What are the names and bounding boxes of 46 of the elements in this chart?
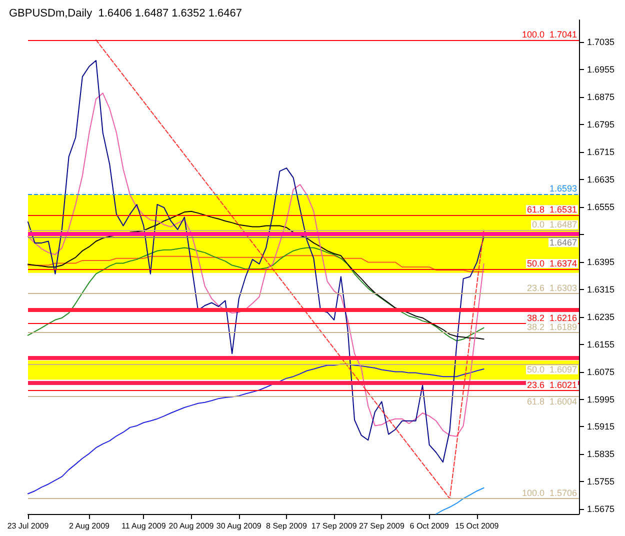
ref-line-label: 38.2 1.6189 [526,322,577,332]
ref-line-label: 23.6 1.6021 [526,380,577,390]
y-tick-label: 1.6875 [587,92,615,102]
x-tick-label: 2 Aug 2009 [68,522,110,530]
line-series [436,487,484,514]
ref-line-label: 38.2 1.6216 [526,312,577,323]
y-tick-label: 1.7035 [587,36,615,47]
y-tick-label: 1.5675 [587,504,615,514]
y-tick-label: 1.5835 [587,449,615,460]
x-tick-label: 11 Aug 2009 [121,522,166,530]
ref-line-label: 50.0 1.6097 [526,364,577,375]
ref-line-label: 61.8 1.6004 [526,396,577,407]
x-tick-label: 8 Sep 2009 [266,522,308,530]
ref-line-label: 100.0 1.5706 [522,488,577,498]
y-tick-label: 1.6395 [587,256,615,267]
y-tick-label: 1.6795 [587,119,615,130]
line-series [28,364,484,494]
y-tick-label: 1.6715 [587,146,615,157]
y-tick-label: 1.5915 [587,422,615,432]
y-tick-label: 1.6635 [587,174,615,184]
ref-line-label: 61.8 1.6531 [526,204,577,215]
x-tick-label: 15 Oct 2009 [455,522,500,530]
y-tick-label: 1.6555 [587,202,615,212]
y-tick-label: 1.5995 [587,394,615,404]
x-tick-label: 27 Sep 2009 [359,522,405,530]
ref-line-label: 100.0 1.7041 [522,29,577,40]
y-tick-label: 1.6155 [587,339,615,350]
y-tick-label: 1.5755 [587,476,615,487]
chart-title: GBPUSDm,Daily 1.6406 1.6487 1.6352 1.6467 [9,8,242,20]
y-tick-label: 1.6075 [587,366,615,377]
ref-line-label: 0.0 1.6487 [532,220,577,230]
ref-line-label: 1.6467 [549,238,577,248]
x-tick-label: 20 Aug 2009 [168,522,214,530]
x-tick-label: 30 Aug 2009 [216,522,262,530]
x-tick-label: 23 Jul 2009 [7,522,50,530]
y-tick-label: 1.6955 [587,64,615,74]
ref-line-label: 1.6593 [549,183,577,194]
ref-line-label: 23.6 1.6303 [526,282,577,293]
x-tick-label: 17 Sep 2009 [311,522,358,530]
line-series [28,255,484,272]
line-series [28,247,484,342]
y-tick-label: 1.6315 [587,284,615,294]
ref-line-label: 50.0 1.6374 [526,258,577,269]
x-tick-label: 6 Oct 2009 [410,522,450,530]
line-series [28,210,484,340]
y-tick-label: 1.6235 [587,312,615,322]
